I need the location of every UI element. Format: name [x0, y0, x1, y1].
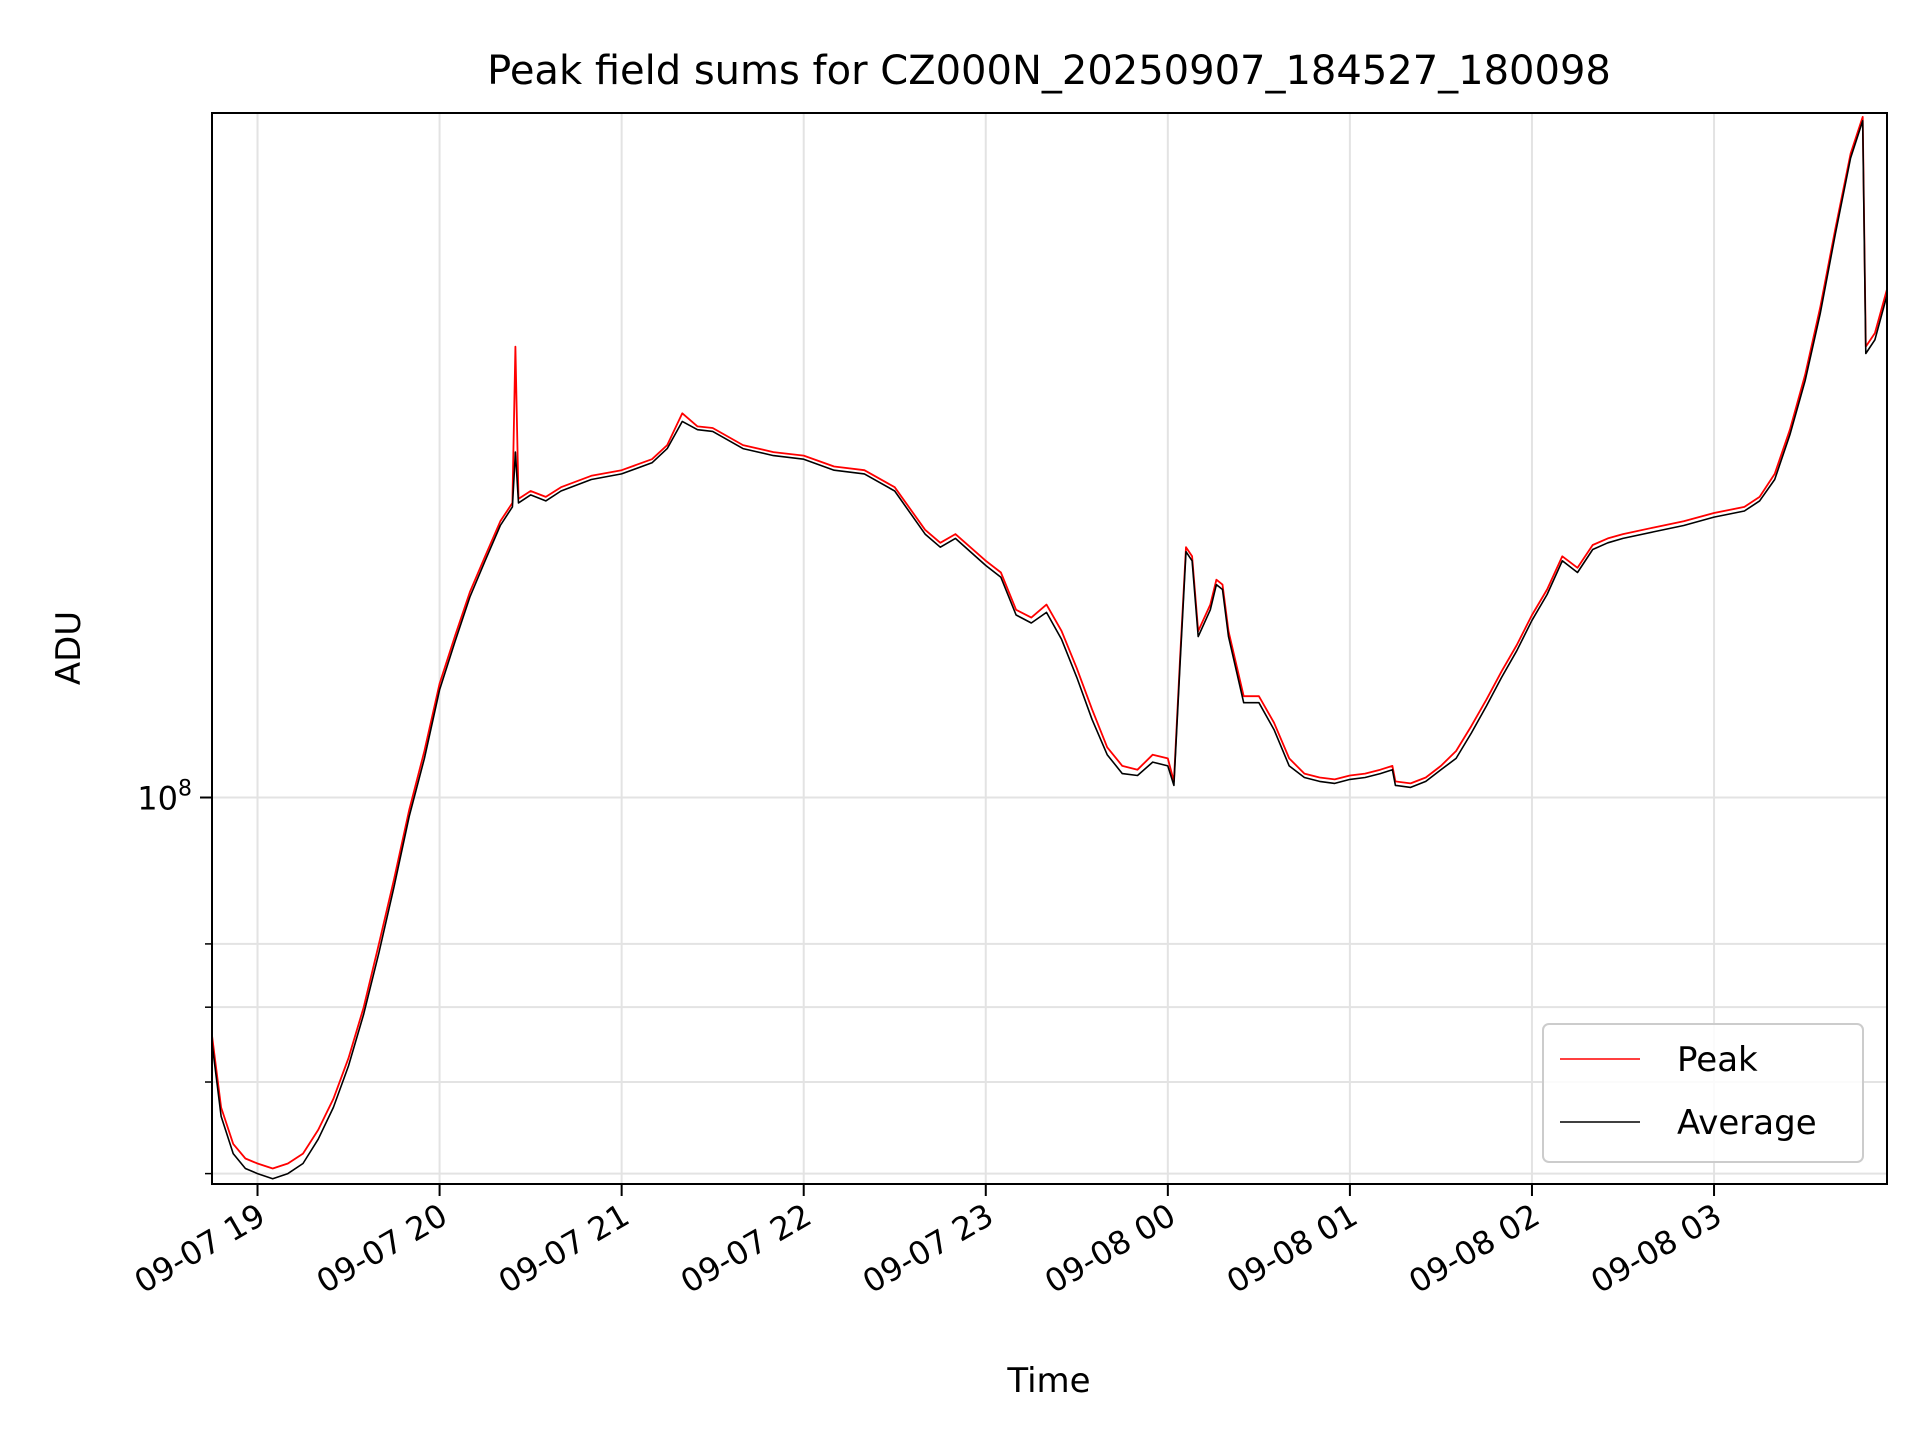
chart-title: Peak field sums for CZ000N_20250907_1845…: [487, 48, 1611, 94]
legend-label-average: Average: [1677, 1103, 1817, 1143]
series-lines: [212, 116, 1887, 1180]
series-line-average: [212, 120, 1887, 1180]
series-line-peak: [212, 116, 1887, 1170]
legend-label-peak: Peak: [1677, 1040, 1758, 1080]
x-axis-label: Time: [1006, 1361, 1090, 1401]
y-axis-label: ADU: [49, 611, 89, 685]
y-tick-label: 108: [137, 777, 192, 818]
plot-frame: [211, 112, 1888, 1185]
legend: Peak Average: [1542, 1023, 1864, 1163]
grid-lines: [212, 113, 1887, 1184]
